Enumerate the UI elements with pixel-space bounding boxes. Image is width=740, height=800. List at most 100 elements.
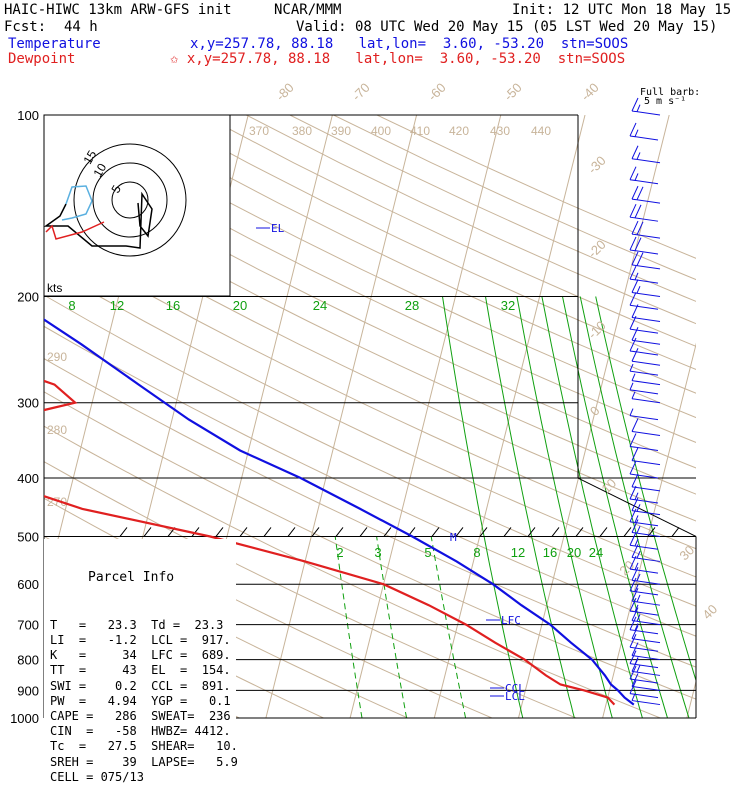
mixing-ratio-label: 16 [543, 545, 557, 560]
hodograph-frame [44, 115, 230, 296]
wind-barb-flag [630, 292, 636, 305]
wind-barb-staff [632, 361, 660, 365]
wind-barb-flag [637, 253, 643, 266]
wind-barb-flag [632, 221, 638, 234]
wind-barb-flag [630, 167, 636, 180]
isotherm-line [434, 115, 585, 718]
wind-barb-staff [630, 329, 658, 333]
wind-barb-half [635, 173, 638, 180]
mixing-ratio-label: 24 [589, 545, 603, 560]
wind-barb [632, 280, 660, 297]
wind-barb-staff [630, 136, 658, 140]
theta-label: 380 [292, 124, 312, 138]
pressure-tick-label: 1000 [10, 711, 39, 726]
parcel-info-row: SWI = 0.2 CCL = 891. [50, 679, 236, 694]
mixing-ratio-label: 8 [473, 545, 480, 560]
wind-barb [630, 409, 658, 420]
wind-barb-flag [632, 348, 638, 361]
wind-barb-half [637, 152, 640, 159]
isotherm-line [687, 115, 740, 718]
mixing-ratio-label: 24 [313, 298, 327, 313]
mixing-ratio-line [486, 297, 575, 719]
isotherm-label: -80 [273, 80, 297, 104]
pressure-tick-label: 900 [17, 683, 39, 698]
wind-barb-flag [632, 418, 638, 431]
theta-label: 440 [531, 124, 551, 138]
theta-label: 390 [331, 124, 351, 138]
wind-barb [630, 123, 658, 140]
hatch-mark [672, 527, 679, 536]
hatch-mark [624, 527, 631, 536]
theta-label: 420 [449, 124, 469, 138]
theta-label: 280 [47, 423, 67, 437]
wind-barb-half [637, 526, 640, 533]
mixing-ratio-line [596, 297, 708, 719]
parcel-info-row: Tc = 27.5 SHEAR= 10. [50, 739, 236, 754]
hatch-mark [432, 527, 439, 536]
wind-barb-staff [630, 545, 658, 549]
wind-barb [632, 98, 660, 115]
wind-barb [632, 146, 660, 163]
wind-barb-flag [632, 280, 638, 293]
wind-barb-half [630, 364, 633, 371]
hatch-mark [120, 527, 127, 536]
mixing-ratio-line [517, 297, 612, 719]
hatch-mark [288, 527, 295, 536]
dry-adiabat-line [290, 115, 740, 718]
isotherm-label: -60 [425, 80, 449, 104]
wind-barb-half [637, 105, 640, 112]
isotherm-line [266, 115, 417, 718]
mixing-ratio-line [542, 297, 643, 719]
theta-label: 430 [490, 124, 510, 138]
hatch-mark [216, 527, 223, 536]
isotherm-label: -30 [585, 153, 609, 177]
wind-barb-staff [632, 557, 660, 561]
mixing-ratio-label: 20 [567, 545, 581, 560]
wind-barb-staff [632, 686, 660, 690]
parcel-info-row: SREH = 39 LAPSE= 5.9 [50, 755, 236, 770]
pressure-tick-label: 600 [17, 577, 39, 592]
isotherm-label: 30 [676, 542, 697, 563]
wind-barb-staff [632, 293, 660, 297]
wind-barb-staff [632, 317, 660, 321]
dry-adiabat-line [377, 115, 740, 718]
mixing-ratio-label: 12 [110, 298, 124, 313]
wind-barb-staff [630, 474, 658, 478]
wind-barb-staff [630, 569, 658, 573]
wind-barb-flag [632, 474, 638, 487]
parcel-info-title: Parcel Info [44, 569, 236, 587]
wind-barb-flag [635, 205, 641, 218]
hodograph-unit-label: kts [47, 281, 62, 295]
hatch-mark [264, 527, 271, 536]
wind-barb-flag [630, 532, 636, 545]
wind-barb-flag [630, 204, 636, 217]
mixing-ratio-label: 3 [374, 545, 381, 560]
wind-barb-half [632, 694, 635, 701]
parcel-info-row: PW = 4.94 YGP = 0.1 [50, 694, 236, 709]
mixing-ratio-label: 32 [501, 298, 515, 313]
wind-barb-half [630, 383, 633, 390]
hatch-mark [552, 527, 559, 536]
wind-barb-half [635, 130, 638, 137]
wind-barb [630, 237, 658, 254]
wind-barb-flag [630, 433, 636, 446]
parcel-info-row: CELL = 075/13 [50, 770, 236, 785]
wind-barb-flag [630, 486, 636, 499]
theta-label: 410 [410, 124, 430, 138]
wind-barb-staff [632, 159, 660, 163]
dry-adiabat-line [159, 115, 740, 718]
pressure-tick-label: 700 [17, 618, 39, 633]
wind-barb [630, 433, 658, 450]
pressure-tick-label: 300 [17, 396, 39, 411]
isotherm-label: -40 [578, 80, 602, 104]
level-annotation: EL [271, 222, 285, 235]
wind-barb [632, 221, 660, 238]
dry-adiabat-line [246, 115, 740, 718]
wind-barb-staff [632, 487, 660, 491]
mixing-ratio-line [443, 297, 523, 719]
parcel-info-row: K = 34 LFC = 689. [50, 648, 236, 663]
parcel-info-row: CIN = -58 HWBZ= 4412. [50, 724, 236, 739]
wind-barb [630, 266, 658, 283]
wind-barb-staff [632, 265, 660, 269]
